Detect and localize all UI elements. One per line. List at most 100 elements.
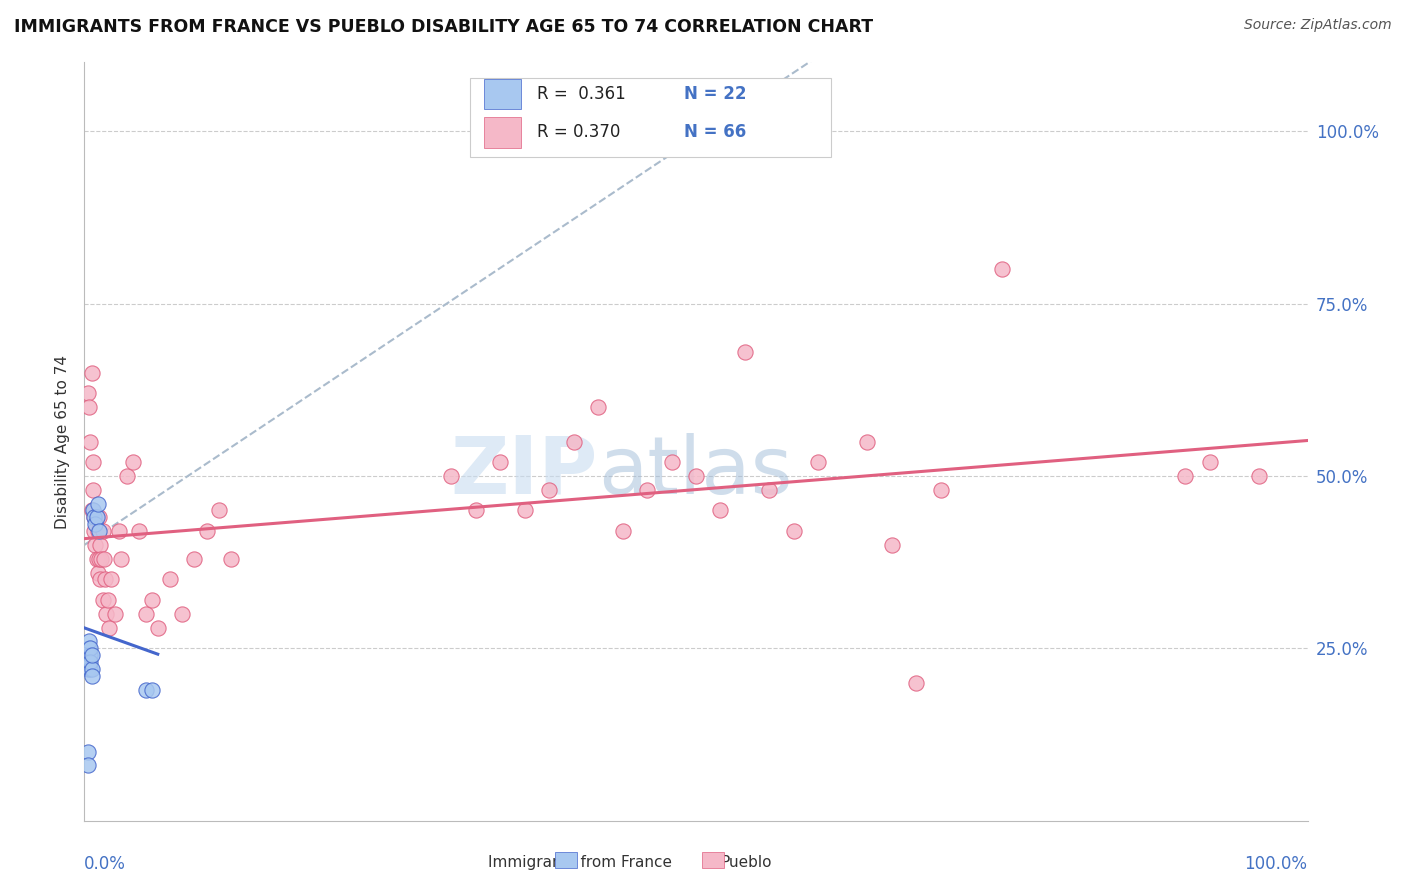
Point xyxy=(122,455,145,469)
Point xyxy=(83,510,105,524)
Point xyxy=(77,745,100,759)
Point xyxy=(172,607,194,621)
Point xyxy=(135,607,157,621)
Text: ZIP: ZIP xyxy=(451,433,598,511)
Point xyxy=(77,648,100,663)
Point xyxy=(562,434,585,449)
Point xyxy=(82,503,104,517)
Point xyxy=(79,641,101,656)
Point xyxy=(1247,469,1270,483)
FancyBboxPatch shape xyxy=(470,78,831,157)
Point xyxy=(208,503,231,517)
Point xyxy=(783,524,806,538)
Point xyxy=(77,641,100,656)
Point xyxy=(856,434,879,449)
Point xyxy=(87,524,110,538)
Point xyxy=(880,538,903,552)
Text: Source: ZipAtlas.com: Source: ZipAtlas.com xyxy=(1244,18,1392,32)
Point xyxy=(905,675,928,690)
Point xyxy=(80,648,103,663)
Point xyxy=(77,655,100,669)
Text: R = 0.370: R = 0.370 xyxy=(537,123,620,142)
Point xyxy=(86,510,108,524)
Point xyxy=(86,510,108,524)
Point xyxy=(538,483,561,497)
Point xyxy=(89,538,111,552)
Point xyxy=(612,524,634,538)
Point xyxy=(79,434,101,449)
Text: N = 66: N = 66 xyxy=(683,123,747,142)
Point xyxy=(83,510,105,524)
Point xyxy=(807,455,830,469)
Point xyxy=(489,455,512,469)
Point xyxy=(94,573,117,587)
Point xyxy=(77,662,100,676)
Point xyxy=(146,621,169,635)
Point xyxy=(80,669,103,683)
Point xyxy=(96,607,118,621)
Point xyxy=(90,551,112,566)
Point xyxy=(86,551,108,566)
Point xyxy=(128,524,150,538)
Point xyxy=(84,517,107,532)
Point xyxy=(79,662,101,676)
Point xyxy=(115,469,138,483)
Point xyxy=(586,400,609,414)
Point xyxy=(219,551,242,566)
Point xyxy=(636,483,658,497)
Point xyxy=(89,573,111,587)
Point xyxy=(87,510,110,524)
Point xyxy=(83,524,105,538)
Text: Pueblo: Pueblo xyxy=(720,855,772,870)
Point xyxy=(513,503,536,517)
Text: 100.0%: 100.0% xyxy=(1244,855,1308,872)
Point xyxy=(1198,455,1220,469)
Point xyxy=(195,524,218,538)
Text: IMMIGRANTS FROM FRANCE VS PUEBLO DISABILITY AGE 65 TO 74 CORRELATION CHART: IMMIGRANTS FROM FRANCE VS PUEBLO DISABIL… xyxy=(14,18,873,36)
Point xyxy=(91,593,114,607)
Point xyxy=(87,497,110,511)
Point xyxy=(1174,469,1197,483)
FancyBboxPatch shape xyxy=(702,853,724,868)
Point xyxy=(80,662,103,676)
Point xyxy=(80,366,103,380)
Point xyxy=(929,483,952,497)
Point xyxy=(93,551,115,566)
Y-axis label: Disability Age 65 to 74: Disability Age 65 to 74 xyxy=(55,354,70,529)
Point xyxy=(135,682,157,697)
Text: 0.0%: 0.0% xyxy=(84,855,127,872)
Point xyxy=(464,503,486,517)
Point xyxy=(77,386,100,401)
Point xyxy=(734,345,756,359)
Text: N = 22: N = 22 xyxy=(683,86,747,103)
Text: R =  0.361: R = 0.361 xyxy=(537,86,626,103)
Point xyxy=(100,573,122,587)
Point xyxy=(87,566,110,580)
Point xyxy=(141,593,163,607)
Point xyxy=(991,262,1014,277)
Point xyxy=(77,634,100,648)
Point xyxy=(110,551,132,566)
Point xyxy=(107,524,129,538)
Point xyxy=(80,503,103,517)
Point xyxy=(758,483,780,497)
Point xyxy=(77,758,100,772)
Point xyxy=(661,455,683,469)
Point xyxy=(84,538,107,552)
Text: Immigrants from France: Immigrants from France xyxy=(488,855,672,870)
Point xyxy=(709,503,731,517)
Point xyxy=(685,469,707,483)
Point xyxy=(183,551,205,566)
Point xyxy=(104,607,127,621)
Point xyxy=(87,551,110,566)
Point xyxy=(159,573,181,587)
Point xyxy=(87,524,110,538)
Point xyxy=(82,455,104,469)
Point xyxy=(440,469,463,483)
Point xyxy=(82,483,104,497)
FancyBboxPatch shape xyxy=(484,118,522,148)
FancyBboxPatch shape xyxy=(484,79,522,110)
FancyBboxPatch shape xyxy=(555,853,578,868)
Point xyxy=(79,655,101,669)
Point xyxy=(97,593,120,607)
